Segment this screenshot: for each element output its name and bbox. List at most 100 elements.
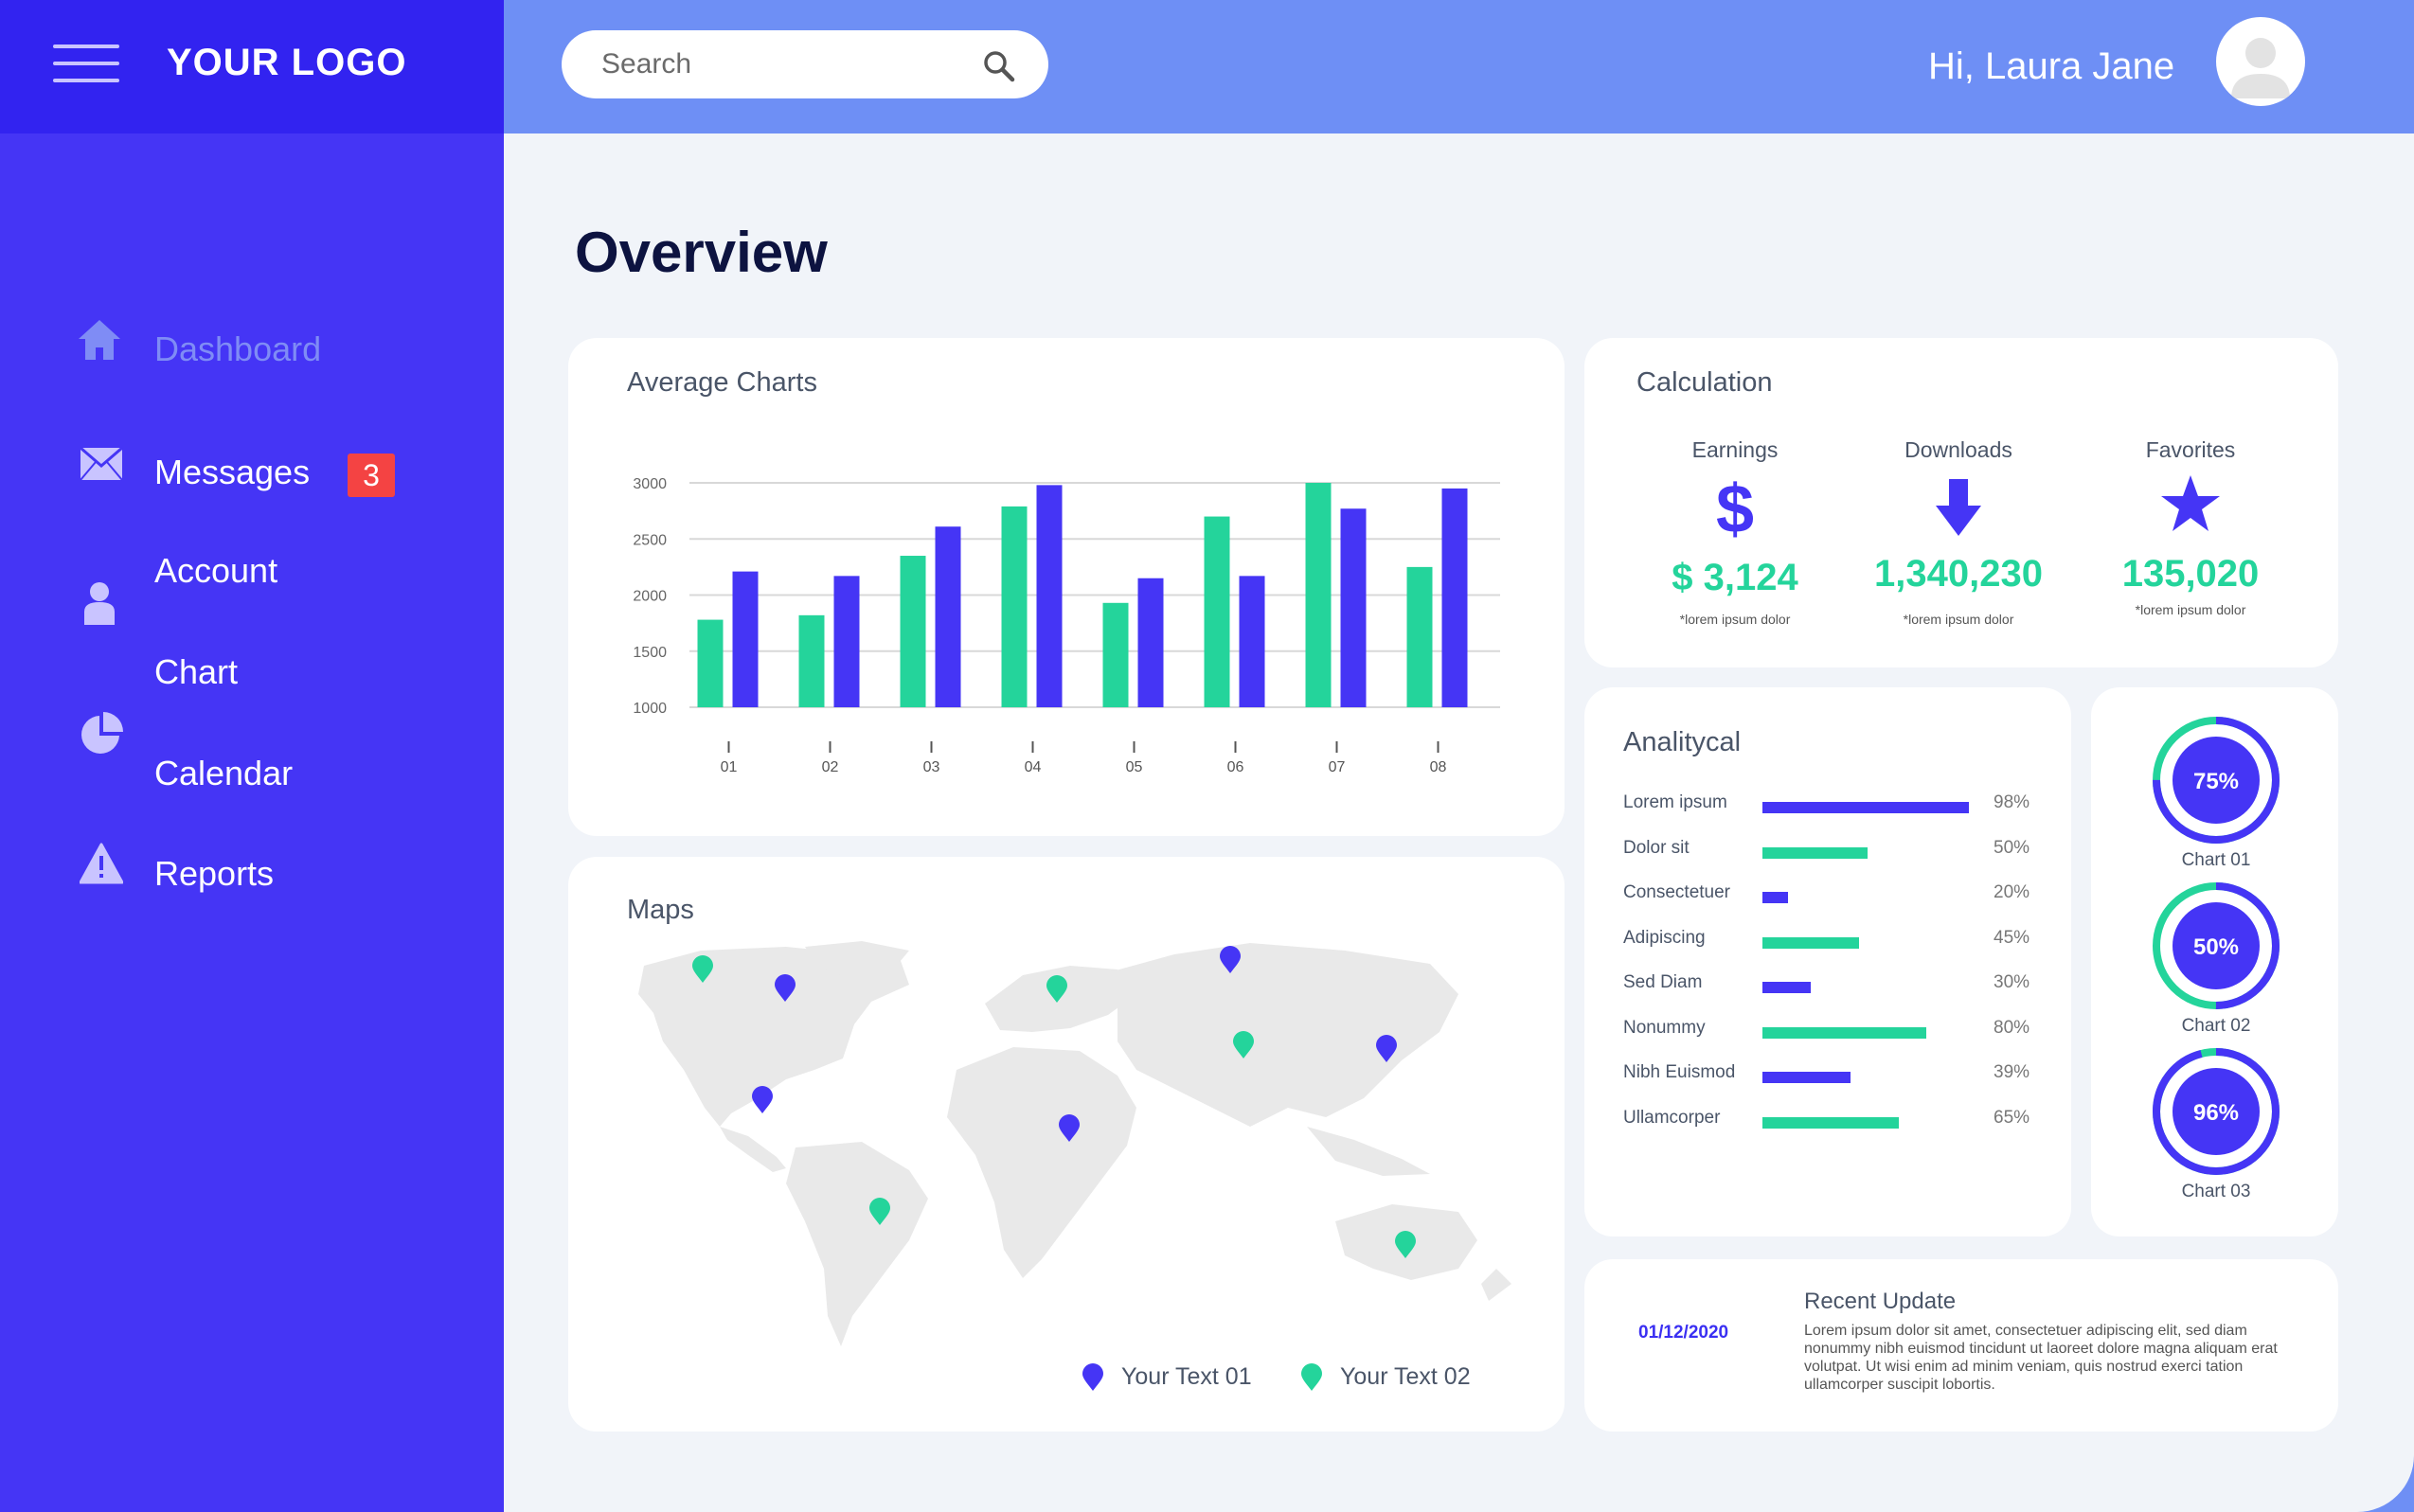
sidebar: YOUR LOGO Dashboard Messages 3 Account bbox=[0, 0, 504, 1512]
warning-icon bbox=[80, 843, 123, 884]
logo[interactable]: YOUR LOGO bbox=[167, 42, 407, 83]
progress-bar bbox=[1762, 846, 1868, 859]
sidebar-item-label: Messages bbox=[154, 453, 311, 491]
sidebar-item-label: Account bbox=[154, 551, 278, 590]
bar-07-series-2 bbox=[1340, 508, 1367, 707]
progress-track bbox=[1762, 1116, 1973, 1129]
ring-progress bbox=[2153, 882, 2280, 1009]
legend-pin-icon bbox=[1082, 1363, 1103, 1391]
map-pins bbox=[692, 946, 1416, 1258]
legend-pin-icon bbox=[1301, 1363, 1322, 1391]
new-zealand-shape bbox=[1481, 1269, 1511, 1301]
downloads-value: 1,340,230 bbox=[1874, 553, 2043, 595]
messages-count-badge: 3 bbox=[348, 454, 395, 497]
map-pin-icon[interactable] bbox=[775, 974, 796, 1002]
user-greeting: Hi, Laura Jane bbox=[1928, 45, 2175, 87]
analytical-row: Nonummy 80% bbox=[1623, 1018, 2049, 1046]
map-pin-icon[interactable] bbox=[1046, 975, 1067, 1003]
analytical-row: Sed Diam 30% bbox=[1623, 972, 2049, 1001]
progress-bar bbox=[1762, 982, 1812, 993]
map-pin-icon[interactable] bbox=[1395, 1231, 1416, 1258]
progress-bar bbox=[1762, 892, 1788, 903]
earnings-note: *lorem ipsum dolor bbox=[1679, 612, 1791, 627]
sidebar-item-calendar[interactable]: Calendar bbox=[0, 742, 504, 818]
pie-chart-icon bbox=[81, 712, 123, 754]
x-tick-label: 05 bbox=[1126, 759, 1143, 775]
analytical-row-label: Sed Diam bbox=[1623, 972, 1703, 992]
map-pin-icon[interactable] bbox=[752, 1086, 773, 1113]
progress-bar bbox=[1762, 936, 1860, 949]
sidebar-item-messages[interactable]: Messages bbox=[0, 436, 504, 511]
arrow-down-icon bbox=[1936, 479, 1981, 536]
analytical-row-percent: 20% bbox=[1994, 882, 2030, 902]
downloads-stat: Downloads 1,340,230 *lorem ipsum dolor bbox=[1835, 437, 2082, 636]
analytical-row: Dolor sit 50% bbox=[1623, 838, 2049, 866]
africa-shape bbox=[947, 1047, 1136, 1278]
bar-01-series-2 bbox=[732, 571, 759, 707]
bar-02-series-2 bbox=[833, 576, 860, 707]
progress-track bbox=[1762, 846, 1973, 859]
user-avatar-icon bbox=[2231, 38, 2290, 98]
search-icon[interactable] bbox=[980, 47, 1018, 85]
x-tick-label: 08 bbox=[1430, 759, 1447, 775]
dollar-icon: $ bbox=[1716, 473, 1754, 540]
update-date: 01/12/2020 bbox=[1638, 1323, 1729, 1343]
progress-bar bbox=[1762, 1072, 1851, 1083]
average-charts-title: Average Charts bbox=[627, 367, 817, 398]
favorites-stat: Favorites 135,020 *lorem ipsum dolor bbox=[2067, 437, 2314, 636]
analytical-row-percent: 65% bbox=[1994, 1107, 2030, 1128]
x-tick-label: 01 bbox=[721, 759, 738, 775]
bar-04-series-2 bbox=[1036, 485, 1063, 707]
map-pin-icon[interactable] bbox=[1376, 1035, 1397, 1062]
top-header: Hi, Laura Jane bbox=[504, 0, 2414, 133]
update-title: Recent Update bbox=[1804, 1289, 1957, 1314]
sidebar-item-dashboard[interactable]: Dashboard bbox=[0, 312, 504, 388]
bar-08-series-1 bbox=[1406, 566, 1433, 707]
page-title: Overview bbox=[575, 221, 828, 284]
map-pin-icon[interactable] bbox=[869, 1198, 890, 1225]
earnings-label: Earnings bbox=[1691, 437, 1779, 462]
analytical-row-label: Nibh Euismod bbox=[1623, 1062, 1736, 1082]
progress-bar bbox=[1762, 1116, 1900, 1129]
update-text: Lorem ipsum dolor sit amet, consectetuer… bbox=[1804, 1323, 2278, 1393]
sidebar-item-reports[interactable]: Reports bbox=[0, 843, 504, 918]
analytical-row-label: Ullamcorper bbox=[1623, 1107, 1721, 1128]
bar-02-series-1 bbox=[798, 614, 825, 707]
sidebar-item-account[interactable]: Account bbox=[0, 540, 504, 625]
home-icon bbox=[79, 320, 120, 360]
earnings-value: $ 3,124 bbox=[1672, 557, 1798, 598]
ring-chart-1[interactable]: 75% bbox=[2151, 715, 2281, 845]
analytical-row-percent: 39% bbox=[1994, 1062, 2030, 1082]
progress-track bbox=[1762, 1072, 1973, 1083]
menu-icon[interactable] bbox=[53, 44, 119, 82]
avatar[interactable] bbox=[2216, 17, 2305, 106]
asia-shape bbox=[1099, 943, 1458, 1127]
search-input[interactable] bbox=[601, 47, 961, 81]
x-tick-label: 02 bbox=[822, 759, 839, 775]
ring-chart-2[interactable]: 50% bbox=[2151, 881, 2281, 1011]
favorites-note: *lorem ipsum dolor bbox=[2135, 602, 2246, 617]
ring-chart-label: Chart 03 bbox=[2181, 1182, 2251, 1201]
bar-05-series-1 bbox=[1102, 602, 1129, 707]
sidebar-item-chart[interactable]: Chart bbox=[0, 641, 504, 754]
bar-06-series-2 bbox=[1239, 576, 1265, 707]
ring-percent: 96% bbox=[2193, 1100, 2239, 1126]
progress-track bbox=[1762, 1026, 1973, 1039]
analytical-row-label: Consectetuer bbox=[1623, 882, 1731, 902]
ring-progress bbox=[2153, 717, 2280, 844]
map-pin-icon[interactable] bbox=[1059, 1114, 1080, 1142]
map-pin-icon[interactable] bbox=[692, 955, 713, 983]
average-bar-chart: 3000 2500 2000 1500 1000 01 02 03 04 05 06 07 08 bbox=[633, 476, 1500, 775]
y-tick-label: 2000 bbox=[633, 589, 667, 605]
map-pin-icon[interactable] bbox=[1233, 1031, 1254, 1058]
map-pin-icon[interactable] bbox=[1220, 946, 1241, 973]
south-america-shape bbox=[786, 1142, 928, 1346]
analytical-row: Adipiscing 45% bbox=[1623, 928, 2049, 956]
calculation-title: Calculation bbox=[1636, 367, 1773, 398]
bar-04-series-1 bbox=[1001, 506, 1028, 707]
x-tick-label: 03 bbox=[923, 759, 940, 775]
sidebar-item-label: Calendar bbox=[154, 754, 294, 792]
ring-chart-3[interactable]: 96% bbox=[2151, 1046, 2281, 1177]
y-tick-label: 1500 bbox=[633, 645, 667, 661]
ring-chart-label: Chart 02 bbox=[2181, 1016, 2251, 1036]
